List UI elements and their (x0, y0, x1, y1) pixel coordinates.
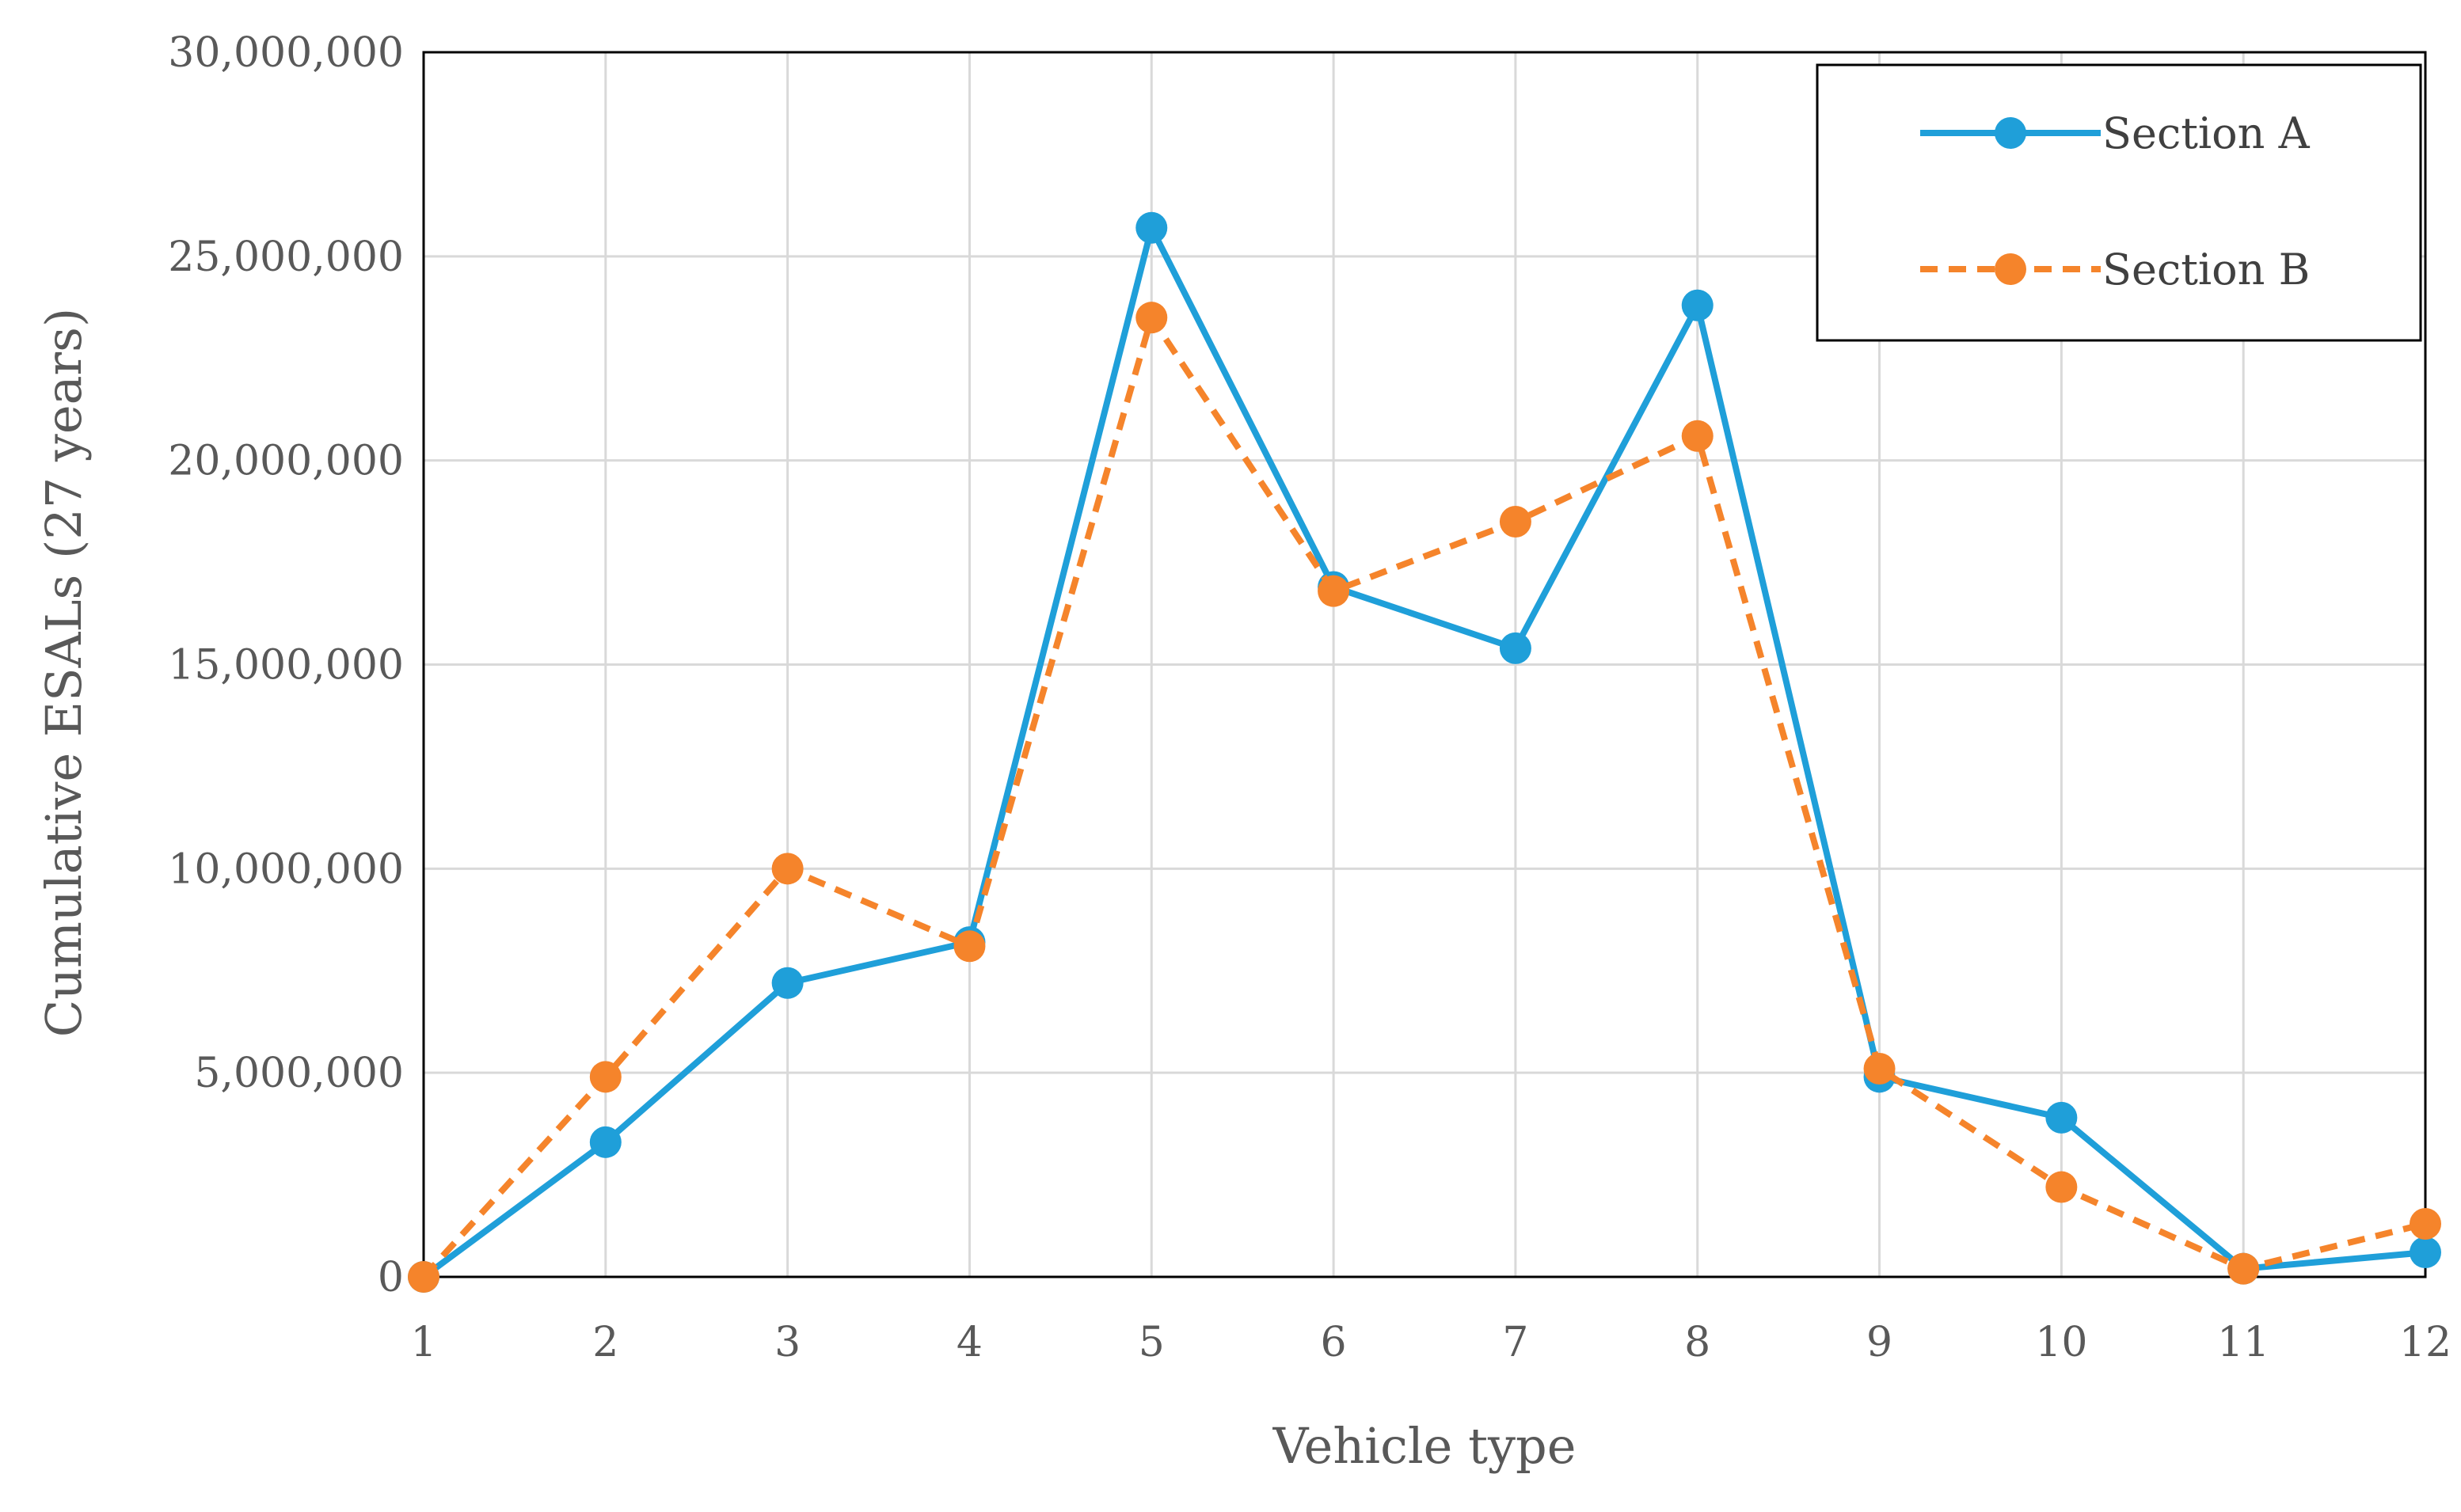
data-point (2045, 1101, 2078, 1134)
data-point (2410, 1237, 2441, 1269)
y-tick-label: 25,000,000 (168, 234, 404, 281)
y-tick-label: 10,000,000 (168, 845, 404, 893)
y-tick-label: 30,000,000 (168, 29, 404, 77)
x-tick-label: 4 (957, 1319, 983, 1366)
x-tick-label: 8 (1684, 1319, 1710, 1366)
data-point (953, 930, 986, 963)
data-point (1499, 632, 1531, 664)
x-tick-label: 5 (1139, 1319, 1165, 1366)
data-point (1681, 289, 1714, 321)
x-axis-title: Vehicle type (1272, 1417, 1577, 1475)
series-section-b (408, 302, 2441, 1293)
data-point (2045, 1171, 2078, 1203)
data-point (771, 967, 804, 999)
data-point (2410, 1207, 2441, 1240)
data-point (1499, 506, 1531, 538)
legend-box (1816, 63, 2422, 342)
x-tick-label: 1 (410, 1319, 436, 1366)
data-point (1135, 211, 1168, 244)
y-tick-label: 5,000,000 (194, 1050, 404, 1097)
x-tick-label: 10 (2035, 1319, 2087, 1366)
data-point (1135, 302, 1168, 334)
data-point (2227, 1252, 2260, 1285)
series-line (421, 314, 2426, 1279)
x-tick-label: 6 (1321, 1319, 1347, 1366)
legend: Section A Section B (1816, 63, 2422, 342)
y-axis-title: Cumulative ESALs (27 years) (35, 308, 93, 1037)
y-tick-label: 0 (378, 1254, 404, 1301)
x-tick-label: 2 (592, 1319, 618, 1366)
series-layer (408, 211, 2441, 1293)
x-tick-label: 11 (2217, 1319, 2269, 1366)
x-tick-label: 3 (774, 1319, 801, 1366)
legend-label: Section B (2102, 245, 2310, 294)
legend-marker (1995, 253, 2026, 285)
plot-area-frame (422, 51, 2427, 1278)
data-point (1318, 575, 1350, 607)
legend-item: Section B (1920, 245, 2310, 294)
y-tick-label: 20,000,000 (168, 438, 404, 485)
legend-marker (1995, 117, 2026, 149)
x-tick-label: 7 (1502, 1319, 1528, 1366)
data-point (589, 1061, 622, 1093)
data-point (771, 853, 804, 885)
y-tick-label: 15,000,000 (168, 642, 404, 690)
x-tick-label: 12 (2399, 1319, 2451, 1366)
x-tick-label: 9 (1866, 1319, 1892, 1366)
y-axis-tick-labels: 0 5,000,000 10,000,000 15,000,000 20,000,000… (168, 29, 404, 1301)
series-line (421, 224, 2426, 1280)
data-point (408, 1261, 439, 1293)
legend-item: Section A (1920, 108, 2311, 158)
data-point (1681, 420, 1714, 452)
data-point (1863, 1053, 1896, 1085)
legend-label: Section A (2102, 108, 2311, 158)
x-axis-tick-labels: 1 2 3 4 5 6 7 8 9 10 11 12 (410, 1319, 2451, 1366)
data-point (589, 1126, 622, 1158)
